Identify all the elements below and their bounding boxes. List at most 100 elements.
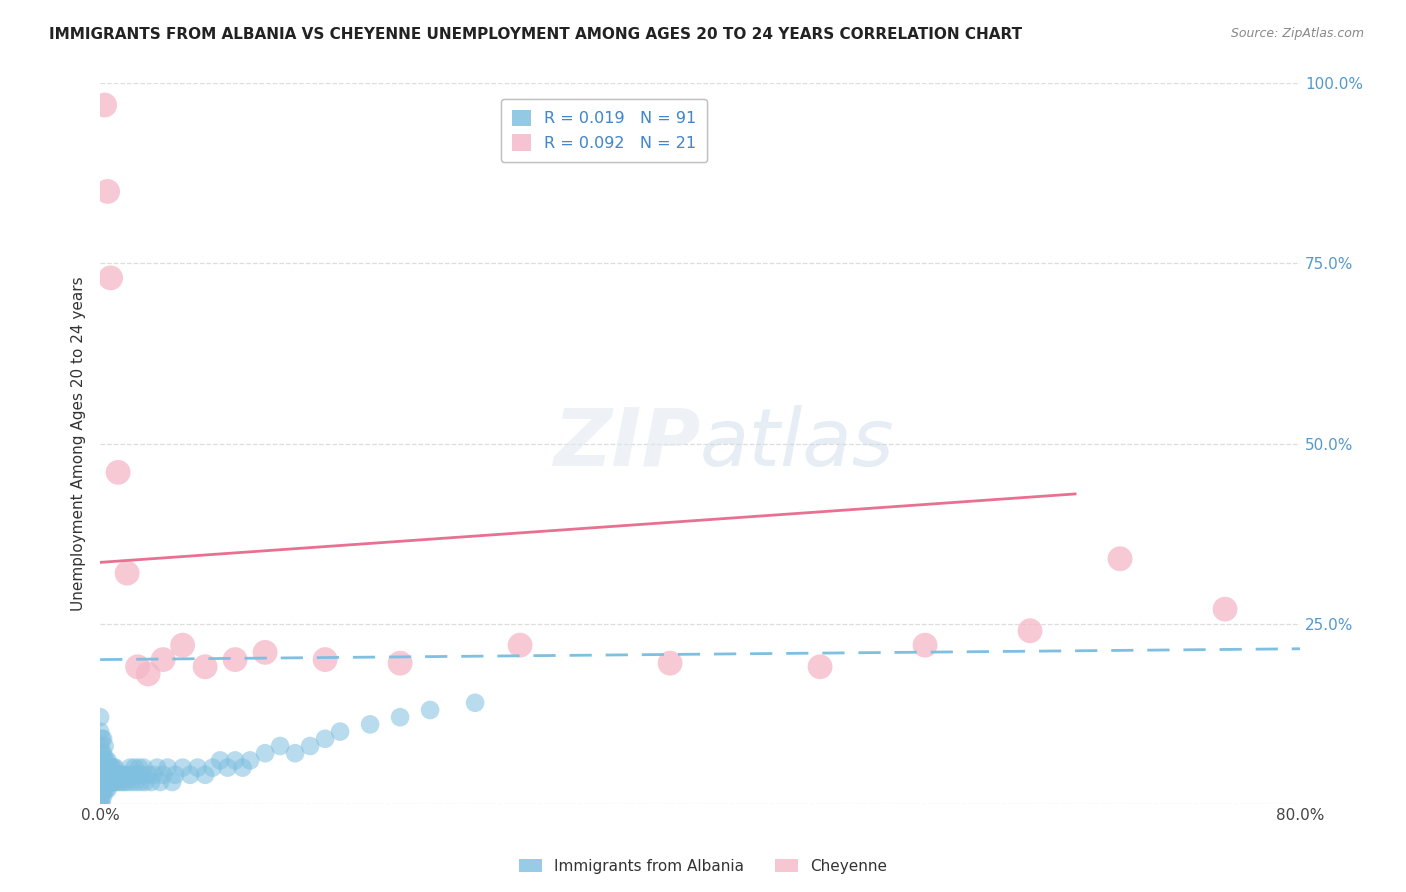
- Point: [100, 271, 122, 285]
- Point: [107, 775, 129, 789]
- Point: [254, 746, 277, 760]
- Point: [100, 761, 122, 775]
- Point: [111, 768, 134, 782]
- Point: [89, 782, 111, 797]
- Point: [131, 768, 153, 782]
- Point: [125, 775, 148, 789]
- Point: [91, 789, 114, 804]
- Point: [104, 761, 127, 775]
- Text: IMMIGRANTS FROM ALBANIA VS CHEYENNE UNEMPLOYMENT AMONG AGES 20 TO 24 YEARS CORRE: IMMIGRANTS FROM ALBANIA VS CHEYENNE UNEM…: [49, 27, 1022, 42]
- Point: [89, 768, 111, 782]
- Point: [117, 768, 139, 782]
- Point: [89, 797, 111, 811]
- Point: [172, 761, 194, 775]
- Point: [187, 761, 209, 775]
- Point: [89, 739, 111, 753]
- Point: [134, 775, 156, 789]
- Point: [160, 775, 183, 789]
- Text: ZIP: ZIP: [553, 405, 700, 483]
- Point: [107, 466, 129, 480]
- Point: [89, 710, 111, 724]
- Point: [172, 638, 194, 652]
- Point: [239, 753, 262, 767]
- Point: [100, 775, 122, 789]
- Y-axis label: Unemployment Among Ages 20 to 24 years: Unemployment Among Ages 20 to 24 years: [72, 277, 86, 611]
- Point: [93, 768, 115, 782]
- Legend: R = 0.019   N = 91, R = 0.092   N = 21: R = 0.019 N = 91, R = 0.092 N = 21: [501, 99, 707, 162]
- Point: [509, 638, 531, 652]
- Point: [127, 768, 149, 782]
- Point: [94, 782, 117, 797]
- Point: [90, 746, 112, 760]
- Point: [224, 753, 246, 767]
- Point: [120, 761, 142, 775]
- Point: [105, 768, 128, 782]
- Point: [254, 645, 277, 659]
- Point: [90, 775, 112, 789]
- Point: [103, 761, 125, 775]
- Point: [94, 768, 117, 782]
- Point: [1019, 624, 1042, 638]
- Point: [143, 768, 166, 782]
- Point: [136, 768, 159, 782]
- Point: [98, 775, 121, 789]
- Point: [90, 761, 112, 775]
- Legend: Immigrants from Albania, Cheyenne: Immigrants from Albania, Cheyenne: [513, 853, 893, 880]
- Point: [90, 789, 112, 804]
- Point: [128, 761, 150, 775]
- Point: [93, 753, 115, 767]
- Point: [91, 731, 114, 746]
- Point: [91, 746, 114, 760]
- Point: [1213, 602, 1236, 616]
- Point: [152, 768, 174, 782]
- Point: [112, 775, 135, 789]
- Point: [93, 782, 115, 797]
- Point: [209, 753, 232, 767]
- Point: [808, 660, 831, 674]
- Point: [90, 731, 112, 746]
- Point: [103, 775, 125, 789]
- Point: [149, 775, 172, 789]
- Point: [389, 656, 412, 670]
- Point: [98, 761, 121, 775]
- Point: [115, 775, 138, 789]
- Point: [115, 566, 138, 581]
- Point: [94, 753, 117, 767]
- Point: [329, 724, 352, 739]
- Point: [194, 660, 217, 674]
- Point: [90, 797, 112, 811]
- Text: atlas: atlas: [700, 405, 894, 483]
- Point: [464, 696, 486, 710]
- Point: [90, 782, 112, 797]
- Point: [124, 761, 146, 775]
- Point: [91, 761, 114, 775]
- Point: [104, 775, 127, 789]
- Point: [122, 768, 145, 782]
- Point: [89, 789, 111, 804]
- Point: [93, 739, 115, 753]
- Point: [389, 710, 412, 724]
- Point: [359, 717, 381, 731]
- Point: [97, 782, 120, 797]
- Point: [156, 761, 179, 775]
- Point: [659, 656, 682, 670]
- Point: [121, 775, 143, 789]
- Point: [89, 775, 111, 789]
- Point: [419, 703, 441, 717]
- Point: [127, 660, 149, 674]
- Point: [1109, 551, 1132, 566]
- Point: [129, 775, 152, 789]
- Text: Source: ZipAtlas.com: Source: ZipAtlas.com: [1230, 27, 1364, 40]
- Point: [224, 652, 246, 666]
- Point: [101, 775, 124, 789]
- Point: [232, 761, 254, 775]
- Point: [146, 761, 169, 775]
- Point: [136, 667, 159, 681]
- Point: [101, 761, 124, 775]
- Point: [91, 775, 114, 789]
- Point: [89, 724, 111, 739]
- Point: [110, 775, 132, 789]
- Point: [139, 775, 162, 789]
- Point: [165, 768, 187, 782]
- Point: [114, 768, 136, 782]
